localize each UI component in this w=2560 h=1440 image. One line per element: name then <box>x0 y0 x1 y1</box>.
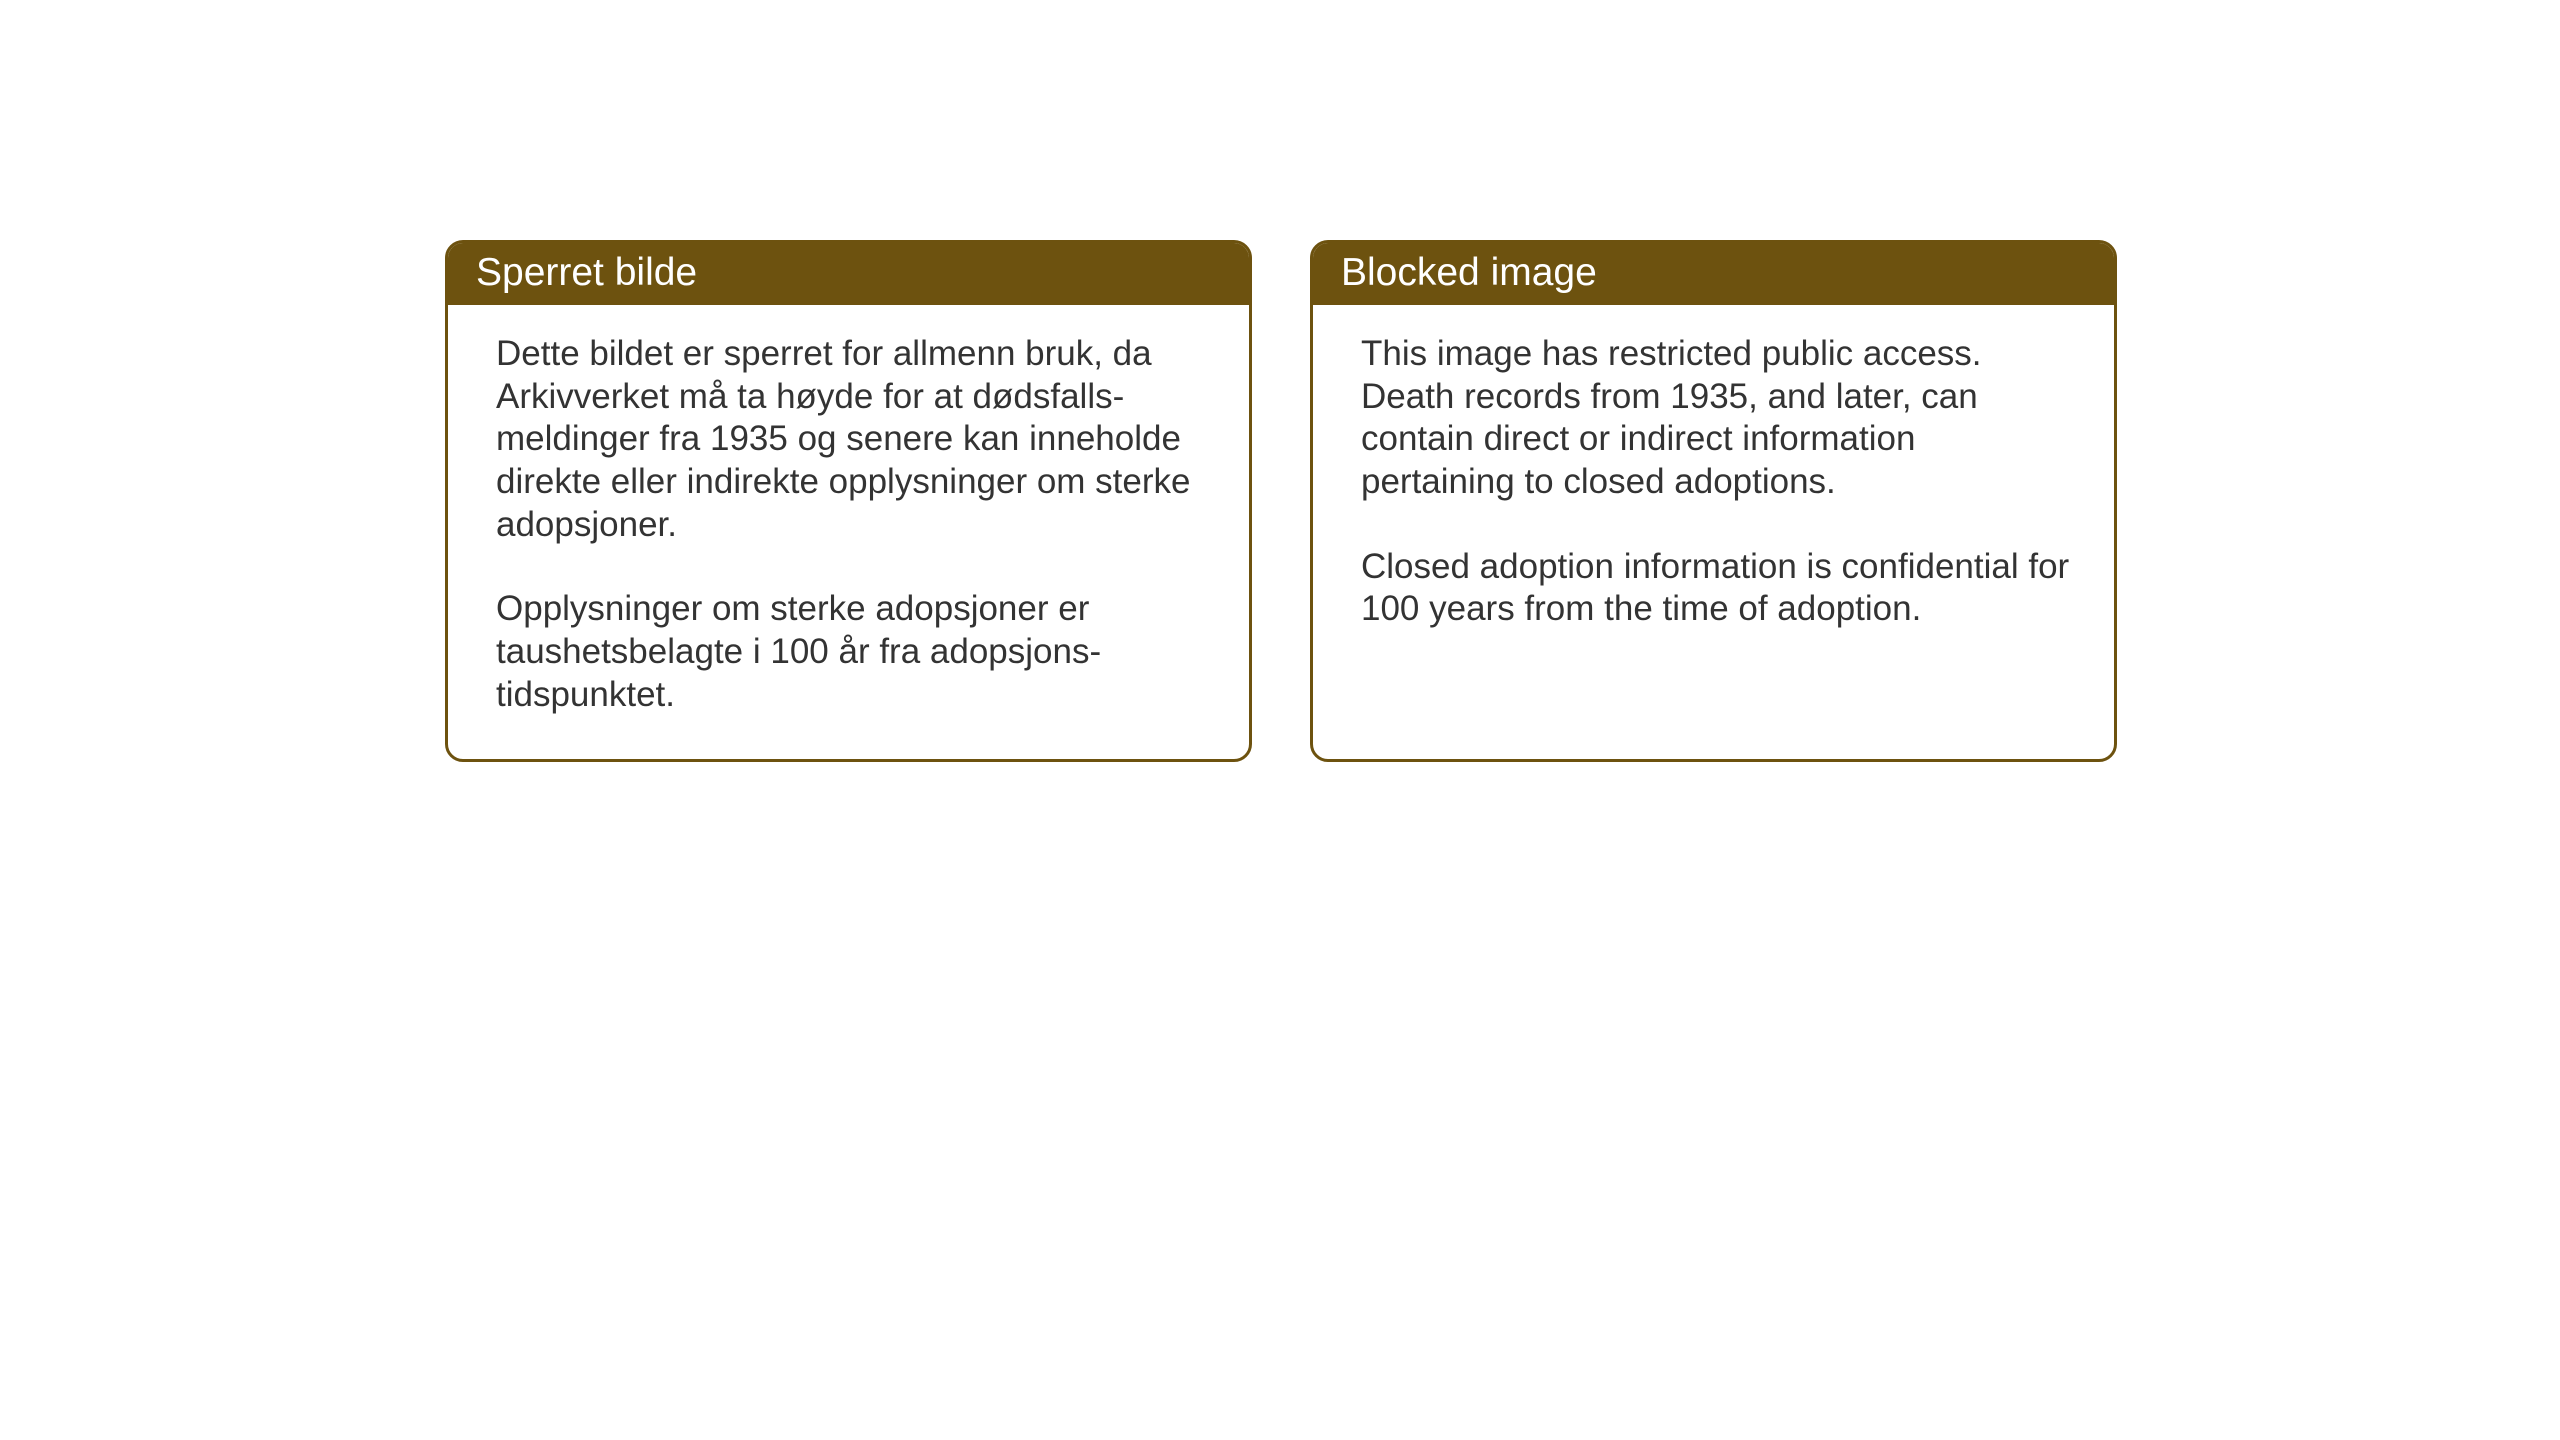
paragraph-2-norwegian: Opplysninger om sterke adopsjoner er tau… <box>496 588 1207 716</box>
paragraph-1-norwegian: Dette bildet er sperret for allmenn bruk… <box>496 333 1207 546</box>
paragraph-2-english: Closed adoption information is confident… <box>1361 546 2072 631</box>
card-body-english: This image has restricted public access.… <box>1313 305 2114 673</box>
notice-cards-container: Sperret bilde Dette bildet er sperret fo… <box>445 240 2117 762</box>
card-header-norwegian: Sperret bilde <box>448 243 1249 305</box>
card-title-english: Blocked image <box>1341 251 1597 294</box>
card-title-norwegian: Sperret bilde <box>476 251 697 294</box>
card-header-english: Blocked image <box>1313 243 2114 305</box>
notice-card-norwegian: Sperret bilde Dette bildet er sperret fo… <box>445 240 1252 762</box>
paragraph-1-english: This image has restricted public access.… <box>1361 333 2072 504</box>
notice-card-english: Blocked image This image has restricted … <box>1310 240 2117 762</box>
card-body-norwegian: Dette bildet er sperret for allmenn bruk… <box>448 305 1249 759</box>
